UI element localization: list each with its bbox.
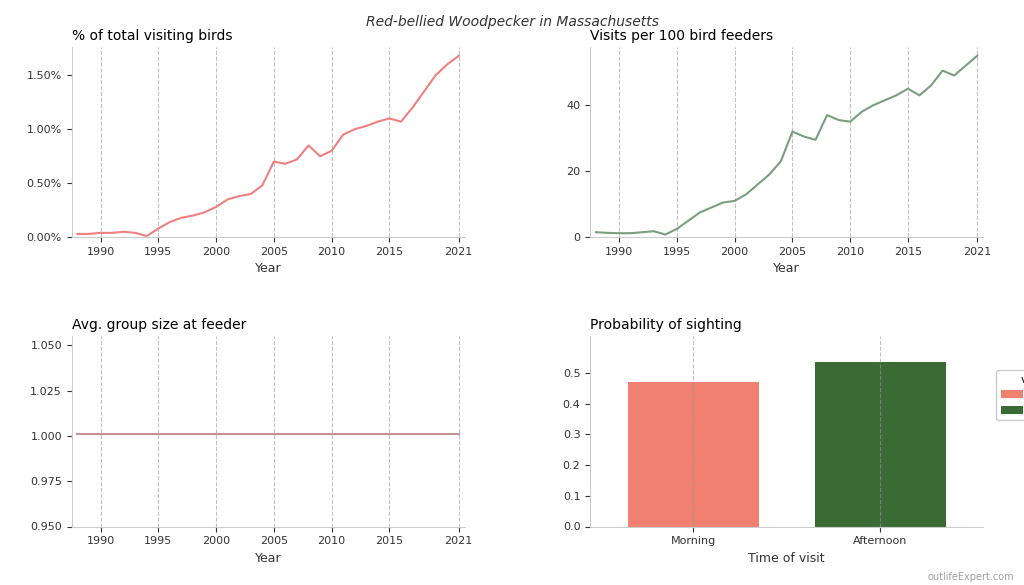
- Text: Probability of sighting: Probability of sighting: [590, 318, 742, 332]
- Bar: [628, 382, 759, 526]
- Text: outlifeExpert.com: outlifeExpert.com: [927, 572, 1014, 582]
- Text: Red-bellied Woodpecker in Massachusetts: Red-bellied Woodpecker in Massachusetts: [366, 15, 658, 29]
- X-axis label: Year: Year: [255, 552, 282, 565]
- Text: Avg. group size at feeder: Avg. group size at feeder: [72, 318, 246, 332]
- X-axis label: Year: Year: [255, 263, 282, 276]
- Text: Visits per 100 bird feeders: Visits per 100 bird feeders: [590, 29, 773, 43]
- Text: % of total visiting birds: % of total visiting birds: [72, 29, 232, 43]
- X-axis label: Time of visit: Time of visit: [749, 552, 825, 565]
- X-axis label: Year: Year: [773, 263, 800, 276]
- Legend: Morning, Afternoon: Morning, Afternoon: [996, 370, 1024, 420]
- Bar: [815, 362, 945, 526]
